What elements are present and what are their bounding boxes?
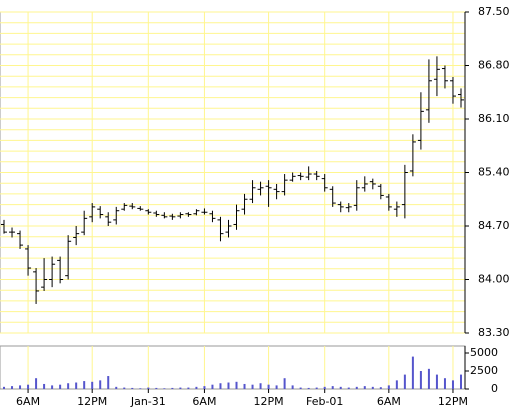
volume-bar [107,376,110,389]
volume-bar [395,380,398,389]
volume-bar [187,387,190,389]
volume-bar [19,385,22,389]
volume-bar [339,386,342,389]
volume-bar [283,378,286,389]
volume-bar [67,383,70,389]
volume-bar [291,385,294,389]
volume-bar [419,371,422,389]
y-tick-label: 83.30 [478,326,510,339]
volume-bar [363,386,366,389]
y-tick-label: 87.50 [478,5,510,18]
volume-bar [131,387,134,389]
volume-bar [163,388,166,389]
volume-bar [315,387,318,389]
volume-bar [227,382,230,389]
volume-pane [0,345,466,390]
volume-bar [403,374,406,389]
x-tick-label: 6AM [377,395,401,408]
x-tick-label: Feb-01 [306,395,343,408]
y-tick-label: 0 [491,382,498,395]
x-tick-label: 6AM [192,395,216,408]
volume-bar [259,383,262,389]
volume-bar [171,387,174,389]
volume-bar [235,381,238,389]
volume-bar [211,384,214,389]
y-tick-label: 2500 [470,364,498,377]
x-tick-label: Jan-31 [130,395,166,408]
volume-bar [27,384,30,389]
volume-bar [323,386,326,389]
y-tick-label: 86.80 [478,59,510,72]
volume-bar [379,387,382,389]
volume-bar [195,386,198,389]
volume-bar [179,387,182,389]
volume-bar [35,378,38,389]
volume-bar [459,374,462,389]
volume-bar [115,386,118,389]
volume-bar [347,387,350,389]
volume-bar [435,374,438,389]
y-tick-label: 5000 [470,346,498,359]
volume-bar [139,388,142,389]
volume-bar [147,387,150,389]
volume-bar [307,387,310,389]
volume-bar [275,385,278,389]
volume-bar [451,380,454,389]
x-tick-label: 12PM [438,395,468,408]
volume-bar [355,386,358,389]
volume-bar [123,387,126,389]
x-tick-label: 12PM [77,395,107,408]
volume-bar [51,385,54,389]
volume-bar [371,386,374,389]
volume-bar [75,382,78,389]
x-tick-label: 6AM [16,395,40,408]
y-tick-label: 85.40 [478,166,510,179]
x-tick-label: 12PM [254,395,284,408]
volume-bar [251,384,254,389]
volume-bar [267,384,270,389]
volume-bar [387,385,390,389]
volume-bar [411,356,414,389]
volume-bar [299,387,302,389]
y-tick-label: 86.10 [478,112,510,125]
y-tick-label: 84.00 [478,273,510,286]
volume-bar [443,378,446,389]
volume-bar [11,386,14,389]
volume-bar [59,384,62,389]
volume-bar [243,383,246,389]
volume-bar [219,383,222,389]
volume-bar [83,381,86,389]
volume-bar [91,381,94,389]
volume-bar [43,383,46,389]
volume-bar [99,380,102,389]
volume-bar [427,368,430,389]
volume-bar [3,386,6,389]
volume-bar [203,386,206,389]
volume-bar [331,386,334,389]
volume-bar [155,387,158,389]
y-tick-label: 84.70 [478,219,510,232]
